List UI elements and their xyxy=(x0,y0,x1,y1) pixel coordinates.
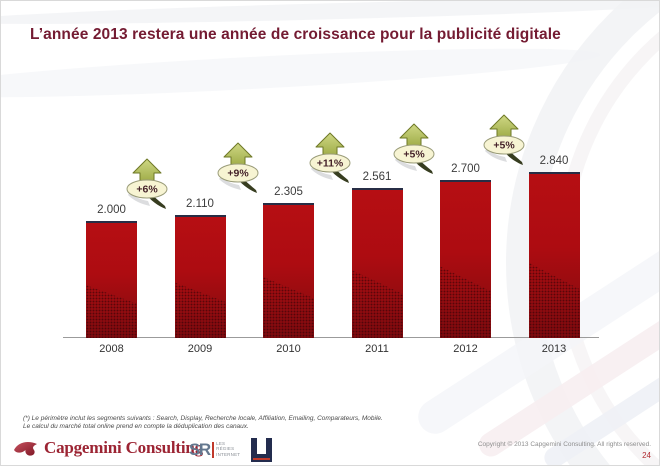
footnote-line-2: Le calcul du marché total online prend e… xyxy=(23,423,249,430)
bar-value-label: 2.000 xyxy=(97,204,126,216)
growth-bubble xyxy=(393,144,435,164)
page-number: 24 xyxy=(642,451,651,460)
footnote-line-1: (*) Le périmètre inclut les segments sui… xyxy=(23,415,383,422)
x-axis-label-2009: 2009 xyxy=(187,343,213,355)
slide-title: L’année 2013 restera une année de croiss… xyxy=(30,26,561,43)
x-axis-label-2012: 2012 xyxy=(453,343,478,355)
growth-bubble xyxy=(217,163,259,183)
footer-copyright: Copyright © 2013 Capgemini Consulting. A… xyxy=(478,441,651,460)
capgemini-spade-icon xyxy=(14,442,37,456)
copyright-text: Copyright © 2013 Capgemini Consulting. A… xyxy=(477,441,651,448)
x-axis-line xyxy=(63,337,599,338)
bar-2009 xyxy=(174,215,226,338)
growth-bubble xyxy=(309,153,351,173)
growth-arrow-2012-2013: +5% xyxy=(475,101,533,167)
growth-label: +9% xyxy=(227,168,249,180)
bar-2010 xyxy=(263,203,314,338)
udecam-red-strip xyxy=(253,458,270,460)
growth-bubble xyxy=(126,179,168,199)
growth-arrow-2009-2010: +9% xyxy=(209,129,267,195)
bar-value-label: 2.110 xyxy=(186,198,214,210)
growth-label: +5% xyxy=(493,140,515,152)
x-axis-label-2008: 2008 xyxy=(99,343,124,355)
growth-arrow-graphic: +9% xyxy=(217,142,259,193)
growth-arrow-graphic: +11% xyxy=(309,132,351,183)
capgemini-logo-text: Capgemini Consulting xyxy=(44,438,203,457)
x-axis-label-2010: 2010 xyxy=(276,343,301,355)
sri-logo-subtitle: LES RÉGIES INTERNET xyxy=(216,440,241,458)
bar-value-label: 2.305 xyxy=(274,186,303,198)
growth-arrow-2008-2009: +6% xyxy=(118,145,176,211)
growth-label: +5% xyxy=(403,149,425,161)
bar-value-label: 2.700 xyxy=(451,163,480,175)
sri-logo: SR LES RÉGIES INTERNET xyxy=(189,441,240,458)
capgemini-consulting-logo: Capgemini Consulting xyxy=(13,438,203,458)
sri-logo-i-bar xyxy=(211,441,215,458)
sri-sub-line-2: RÉGIES xyxy=(216,446,235,452)
sri-sub-line-3: INTERNET xyxy=(216,451,241,457)
growth-label: +6% xyxy=(136,184,158,196)
growth-arrow-graphic: +5% xyxy=(483,114,525,165)
growth-label: +11% xyxy=(317,158,344,170)
udecam-logo xyxy=(251,438,272,462)
growth-arrow-graphic: +5% xyxy=(393,123,435,174)
growth-arrow-graphic: +6% xyxy=(126,158,168,209)
bar-2012 xyxy=(440,180,491,338)
x-axis-label-2013: 2013 xyxy=(541,343,567,355)
x-axis-label-2011: 2011 xyxy=(365,343,389,355)
sri-logo-letters: SR xyxy=(189,440,211,459)
sri-sub-line-1: LES xyxy=(216,440,226,446)
bar-2008 xyxy=(86,221,137,338)
growth-arrow-2010-2011: +11% xyxy=(301,119,359,185)
bar-2013 xyxy=(528,172,580,338)
growth-arrow-2011-2012: +5% xyxy=(385,110,443,176)
footnote: (*) Le périmètre inclut les segments sui… xyxy=(23,415,383,431)
bar-value-label: 2.561 xyxy=(362,171,392,183)
bar-2011 xyxy=(351,188,403,338)
